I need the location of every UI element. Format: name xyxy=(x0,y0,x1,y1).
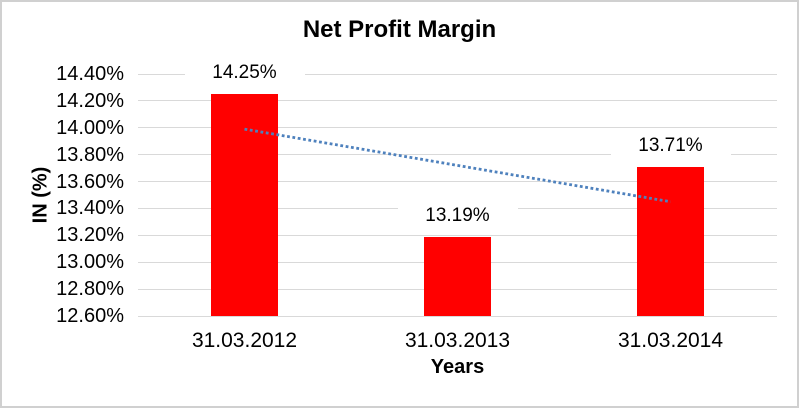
x-tick-label: 31.03.2013 xyxy=(404,329,511,352)
y-tick-label: 13.60% xyxy=(56,170,124,193)
gridline xyxy=(138,154,777,156)
gridline xyxy=(138,181,777,183)
trendline-dotted-line xyxy=(244,127,671,204)
y-tick-label: 13.40% xyxy=(56,197,124,220)
y-tick-label: 12.80% xyxy=(56,278,124,301)
bar-data-label: 13.19% xyxy=(397,204,518,227)
y-tick-label: 13.80% xyxy=(56,143,124,166)
bar xyxy=(211,94,278,316)
gridline xyxy=(138,73,777,75)
x-tick-label: 31.03.2012 xyxy=(191,329,298,352)
y-tick-label: 12.60% xyxy=(56,305,124,327)
y-tick-label: 13.20% xyxy=(56,224,124,247)
chart-title: Net Profit Margin xyxy=(302,16,497,43)
bar-data-label: 14.25% xyxy=(184,62,305,85)
y-tick-label: 14.20% xyxy=(56,89,124,112)
y-tick-label: 14.00% xyxy=(56,116,124,139)
bar xyxy=(424,236,491,316)
x-tick-label: 31.03.2014 xyxy=(617,329,724,352)
bar-data-label: 13.71% xyxy=(610,134,731,157)
bar xyxy=(637,166,704,316)
gridline xyxy=(138,100,777,102)
gridline xyxy=(138,234,777,236)
y-tick-label: 13.00% xyxy=(56,251,124,274)
plot-area: 14.25% 13.19% 13.71% xyxy=(138,62,777,317)
y-tick-label: 14.40% xyxy=(56,63,124,85)
gridline xyxy=(138,127,777,129)
trendline xyxy=(244,127,671,204)
x-axis-title: Years xyxy=(430,356,485,378)
gridline xyxy=(138,315,777,317)
